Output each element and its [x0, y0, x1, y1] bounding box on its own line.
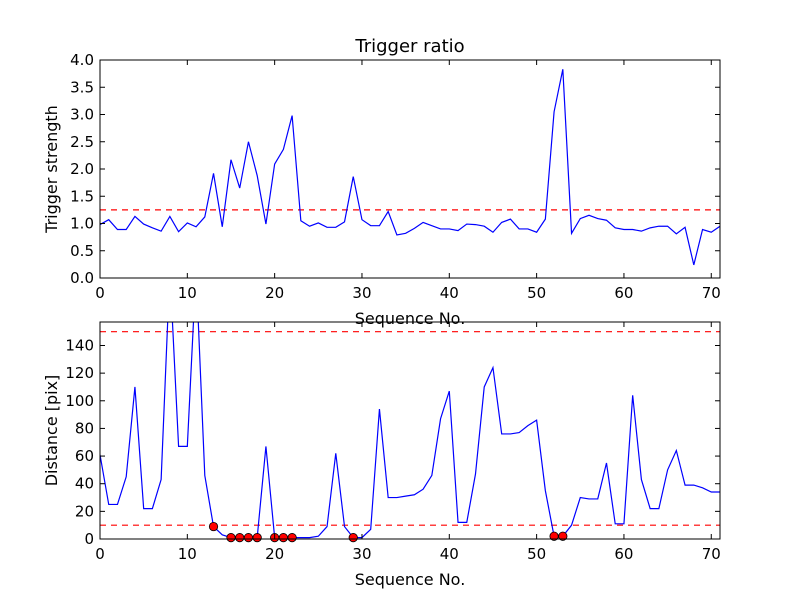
y-tick-label: 1.5	[70, 187, 94, 205]
y-axis-label: Trigger strength	[42, 105, 61, 234]
trigger-point	[252, 533, 262, 543]
x-tick-label: 50	[527, 545, 546, 563]
x-axis-label: Sequence No.	[355, 309, 466, 328]
trigger-point	[348, 533, 358, 543]
trigger-point	[226, 533, 236, 543]
y-tick-label: 20	[75, 502, 94, 520]
trigger-point	[243, 533, 254, 543]
series-line-1	[100, 69, 720, 266]
trigger-point	[278, 533, 288, 543]
x-tick-label: 20	[265, 284, 284, 302]
x-tick-label: 10	[178, 284, 197, 302]
y-tick-label: 80	[75, 419, 94, 437]
series-line-1	[100, 322, 720, 539]
x-tick-label: 20	[265, 545, 284, 563]
y-tick-label: 0.5	[70, 242, 94, 260]
x-tick-label: 50	[527, 284, 546, 302]
trigger-point	[208, 521, 219, 532]
y-tick-label: 140	[65, 336, 94, 354]
x-tick-label: 0	[95, 284, 105, 302]
x-tick-label: 60	[614, 284, 633, 302]
x-tick-label: 0	[95, 545, 105, 563]
y-tick-label: 3.5	[70, 78, 94, 96]
x-tick-label: 10	[178, 545, 197, 563]
y-tick-label: 60	[75, 447, 94, 465]
y-tick-label: 0	[84, 530, 94, 548]
x-tick-label: 30	[352, 284, 371, 302]
x-tick-label: 40	[440, 284, 459, 302]
x-tick-label: 60	[614, 545, 633, 563]
x-tick-label: 40	[440, 545, 459, 563]
y-tick-label: 0.0	[70, 269, 94, 287]
x-axis-label: Sequence No.	[355, 570, 466, 589]
trigger-point	[235, 533, 245, 543]
y-tick-label: 1.0	[70, 215, 94, 233]
y-tick-label: 4.0	[70, 51, 94, 69]
axes-frame	[99, 59, 721, 279]
x-tick-label: 70	[702, 284, 721, 302]
chart-title: Trigger ratio	[354, 36, 464, 57]
trigger-point	[558, 531, 568, 541]
chart-panel-1: 0 10 20 30 40 50 60 70 0.0 0.5 1.0 1.5 2.0 2.5 3.0 3.5 4…	[42, 36, 721, 328]
y-tick-label: 100	[65, 392, 94, 410]
y-tick-label: 40	[75, 475, 94, 493]
chart-panel-2: 0 10 20 30 40 50 60 70 0 20 40 60 80 100 120 140 Sequenc…	[42, 321, 721, 589]
x-tick-label: 70	[702, 545, 721, 563]
y-tick-label: 3.0	[70, 106, 94, 124]
x-tick-label: 30	[352, 545, 371, 563]
y-axis-label: Distance [pix]	[42, 375, 61, 487]
axes-frame	[99, 321, 721, 540]
y-tick-label: 2.5	[70, 133, 94, 151]
y-tick-label: 2.0	[70, 160, 94, 178]
trigger-point	[287, 533, 297, 543]
y-tick-label: 120	[65, 364, 94, 382]
